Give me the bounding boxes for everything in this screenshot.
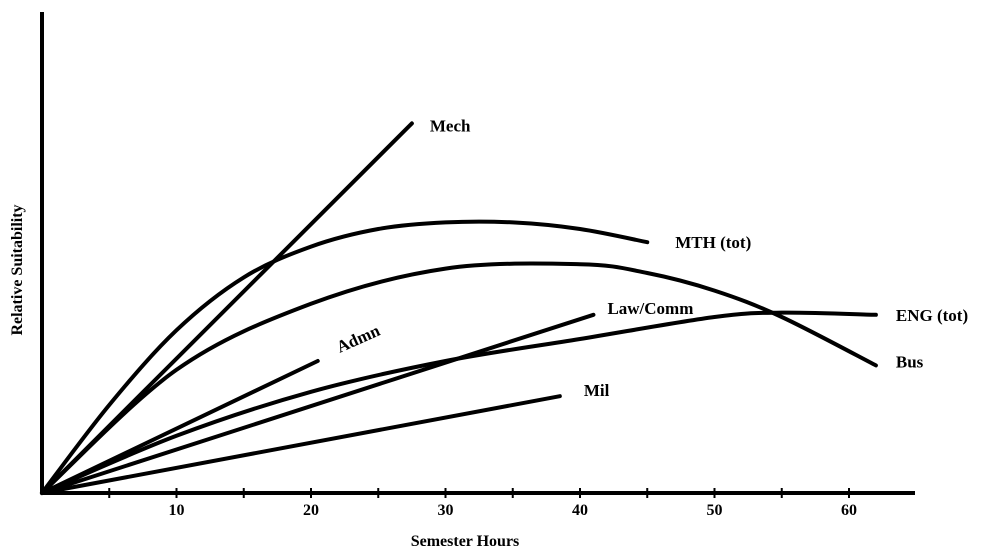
series-line-law-comm	[40, 312, 596, 495]
series-label-eng-tot: ENG (tot)	[896, 306, 968, 325]
series-labels: Mech MTH (tot) Bus ENG (tot) Law/Comm Admn Mil	[334, 116, 969, 400]
series-line-mth-tot	[40, 219, 650, 495]
x-tick-label: 10	[169, 502, 185, 519]
series-label-admn: Admn	[334, 321, 384, 357]
x-ticks: 10 20 30 40 50 60	[108, 488, 857, 519]
x-tick-label: 40	[572, 502, 588, 519]
series-label-mil: Mil	[584, 381, 610, 400]
x-tick-label: 60	[841, 502, 857, 519]
series-label-bus: Bus	[896, 352, 924, 371]
series-label-law-comm: Law/Comm	[607, 299, 693, 318]
series-lines	[40, 121, 878, 495]
series-line-mil	[40, 394, 562, 495]
x-tick-label: 20	[303, 502, 319, 519]
x-axis-title: Semester Hours	[411, 533, 520, 550]
y-axis-title: Relative Suitability	[9, 204, 26, 335]
series-line-admn	[40, 359, 320, 495]
x-tick-label: 30	[438, 502, 454, 519]
series-line-bus	[40, 261, 878, 495]
series-label-mech: Mech	[430, 116, 471, 135]
series-line-eng-tot	[40, 310, 878, 495]
x-tick-label: 50	[707, 502, 723, 519]
axes	[40, 12, 915, 495]
series-label-mth-tot: MTH (tot)	[675, 233, 751, 252]
